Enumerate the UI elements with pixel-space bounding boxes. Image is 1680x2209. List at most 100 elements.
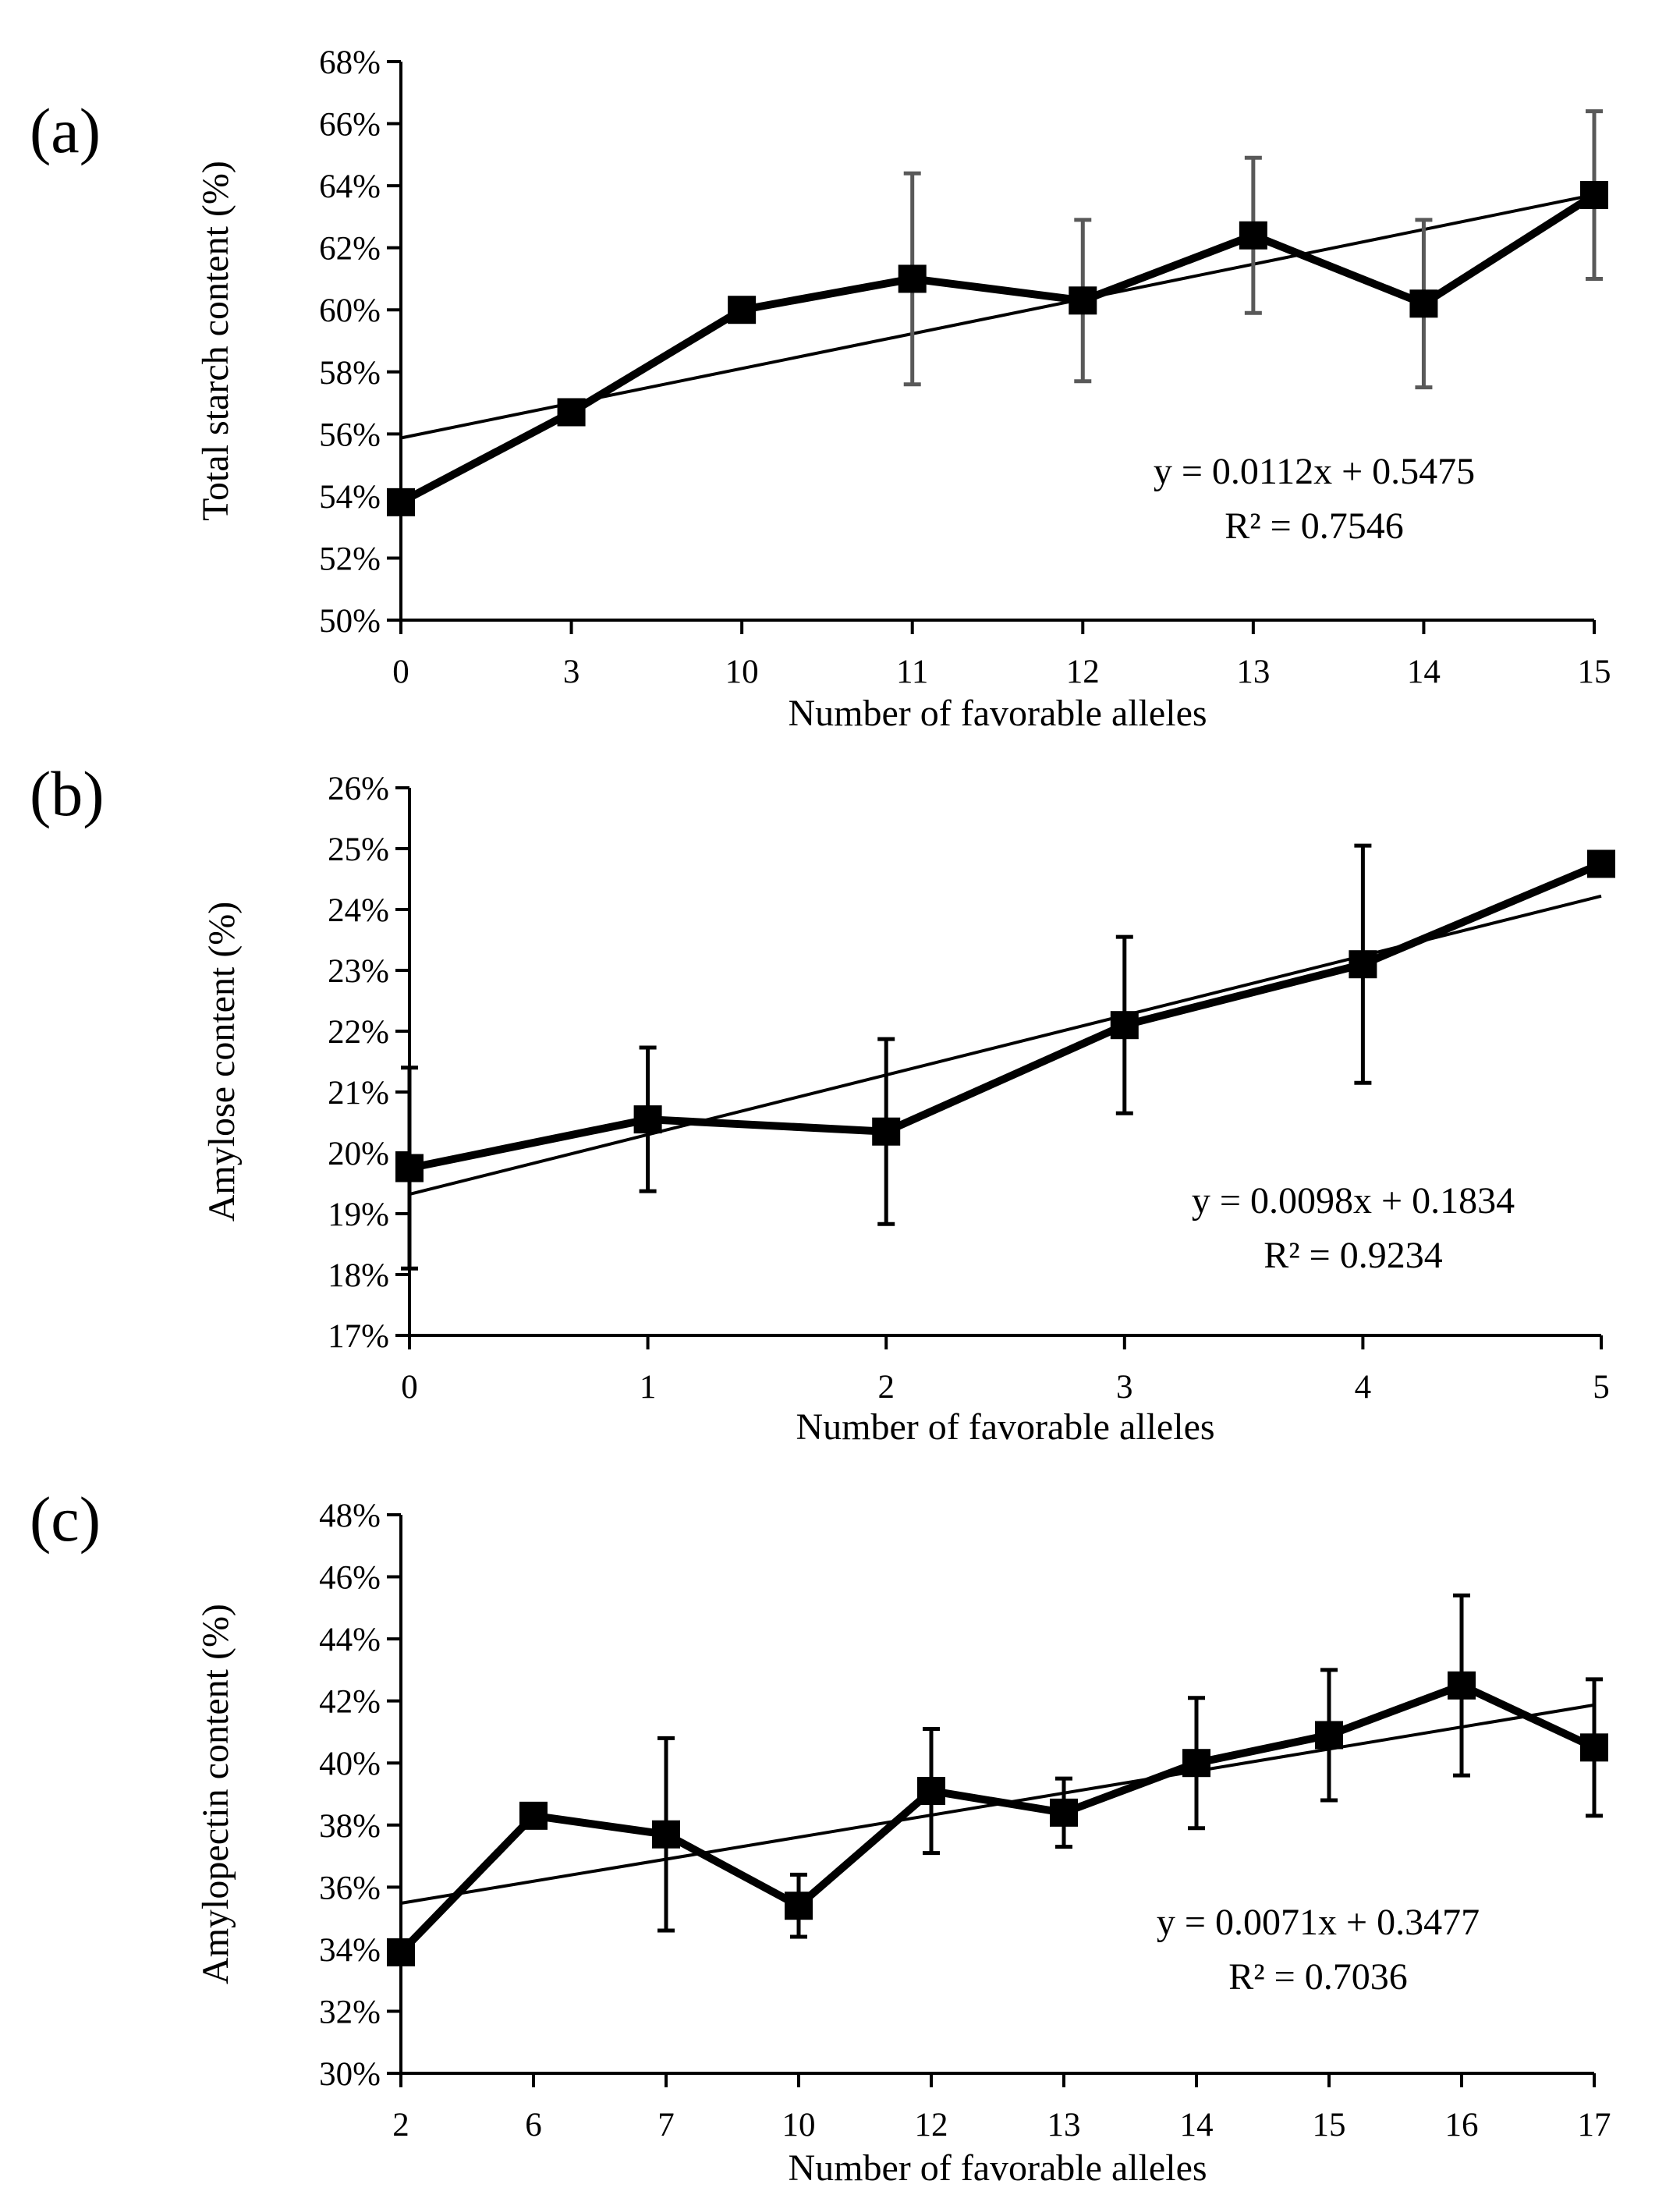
data-point-marker <box>728 296 757 324</box>
y-tick-label: 20% <box>328 1136 389 1172</box>
data-point-marker <box>557 398 586 427</box>
data-point-marker <box>1409 289 1438 318</box>
y-tick-label: 64% <box>319 168 381 205</box>
x-tick-label: 10 <box>782 2107 816 2143</box>
y-tick-label: 58% <box>319 355 381 392</box>
y-tick-label: 66% <box>319 107 381 144</box>
y-tick-label: 56% <box>319 417 381 453</box>
x-tick-label: 1 <box>640 1369 657 1406</box>
data-point-marker <box>1349 950 1377 979</box>
data-point-marker <box>1050 1798 1078 1827</box>
y-tick-label: 19% <box>328 1197 389 1233</box>
y-tick-label: 26% <box>328 771 389 807</box>
y-tick-label: 60% <box>319 293 381 329</box>
y-tick-label: 48% <box>319 1498 381 1534</box>
x-tick-label: 14 <box>1407 654 1441 690</box>
y-tick-label: 24% <box>328 892 389 929</box>
data-point-marker <box>785 1892 813 1920</box>
x-tick-label: 15 <box>1578 654 1611 690</box>
chart-panel-a: (a) 50% 52% 54% 56% 58% 60% 62% 64% 66% 68% 0 3 10 11 1… <box>30 44 1611 734</box>
x-tick-label: 0 <box>392 654 409 690</box>
chart-panel-b: (b) 17% 18% 19% 20% 21% 22% 23% 24% 25% 26% 0 1 2 3 4 5 A… <box>30 758 1615 1448</box>
data-point-marker <box>1239 221 1267 250</box>
data-point-marker <box>898 264 927 293</box>
x-tick-label: 3 <box>563 654 580 690</box>
x-tick-label: 12 <box>1066 654 1100 690</box>
y-tick-label: 42% <box>319 1684 381 1721</box>
data-point-marker <box>633 1105 662 1134</box>
x-tick-label: 7 <box>657 2107 675 2143</box>
y-tick-label: 40% <box>319 1746 381 1782</box>
data-point-marker <box>1580 1733 1608 1762</box>
r-squared: R² = 0.7546 <box>1225 505 1403 547</box>
y-tick-label: 62% <box>319 231 381 268</box>
x-tick-label: 6 <box>525 2107 542 2143</box>
series-line <box>399 191 1597 506</box>
trendline-equation: y = 0.0071x + 0.3477 <box>1157 1902 1480 1943</box>
trendline-equation: y = 0.0112x + 0.5475 <box>1154 451 1475 492</box>
x-tick-label: 10 <box>725 654 759 690</box>
chart-panel-c: (c) 30% 32% 34% 36% 38% 40% 42% 44% 46% 48% 2 6 7 10 12… <box>30 1484 1611 2189</box>
data-point-marker <box>652 1820 680 1849</box>
x-axis-title: Number of favorable alleles <box>796 1406 1214 1448</box>
y-axis-title: Amylose content (%) <box>201 902 243 1222</box>
y-tick-label: 46% <box>319 1560 381 1597</box>
data-point-marker <box>395 1154 424 1183</box>
data-point-marker <box>1110 1011 1139 1040</box>
data-point-marker <box>872 1117 901 1146</box>
panel-label: (b) <box>30 758 105 829</box>
data-point-marker <box>519 1801 548 1830</box>
data-point-marker <box>1580 181 1608 210</box>
x-tick-label: 4 <box>1355 1369 1372 1406</box>
data-point-marker <box>1448 1671 1476 1700</box>
x-tick-label: 3 <box>1116 1369 1133 1406</box>
y-axis-title: Amylopectin content (%) <box>195 1604 236 1984</box>
y-tick-label: 23% <box>328 953 389 990</box>
x-tick-label: 13 <box>1047 2107 1081 2143</box>
trendline-equation: y = 0.0098x + 0.1834 <box>1192 1180 1515 1222</box>
data-point-marker <box>1587 849 1615 878</box>
y-tick-label: 68% <box>319 44 381 81</box>
y-tick-label: 34% <box>319 1932 381 1969</box>
data-point-marker <box>1182 1749 1210 1778</box>
y-tick-label: 36% <box>319 1870 381 1906</box>
y-tick-label: 30% <box>319 2056 381 2093</box>
y-tick-label: 17% <box>328 1318 389 1355</box>
y-tick-label: 44% <box>319 1622 381 1658</box>
data-point-marker <box>387 488 415 516</box>
x-tick-label: 0 <box>401 1369 418 1406</box>
r-squared: R² = 0.9234 <box>1264 1235 1442 1276</box>
y-tick-label: 38% <box>319 1808 381 1845</box>
x-tick-label: 14 <box>1180 2107 1214 2143</box>
x-tick-label: 13 <box>1236 654 1270 690</box>
panel-label: (a) <box>30 95 101 166</box>
data-point-marker <box>1069 286 1097 315</box>
series-line <box>408 860 1603 1172</box>
series-line <box>398 1681 1597 1955</box>
x-tick-label: 12 <box>915 2107 948 2143</box>
r-squared: R² = 0.7036 <box>1228 1956 1407 1998</box>
x-tick-label: 15 <box>1313 2107 1346 2143</box>
y-tick-label: 32% <box>319 1994 381 2030</box>
y-tick-label: 18% <box>328 1257 389 1294</box>
x-tick-label: 17 <box>1578 2107 1611 2143</box>
y-tick-label: 25% <box>328 831 389 868</box>
data-point-marker <box>1315 1721 1343 1750</box>
x-tick-label: 11 <box>896 654 928 690</box>
y-tick-label: 22% <box>328 1014 389 1051</box>
y-tick-label: 21% <box>328 1075 389 1112</box>
panel-label: (c) <box>30 1484 101 1555</box>
data-point-marker <box>917 1777 945 1806</box>
y-tick-label: 54% <box>319 479 381 516</box>
y-tick-label: 50% <box>319 603 381 640</box>
x-tick-label: 2 <box>877 1369 895 1406</box>
x-tick-label: 5 <box>1593 1369 1610 1406</box>
x-axis-title: Number of favorable alleles <box>788 693 1207 734</box>
y-tick-label: 52% <box>319 541 381 577</box>
x-tick-label: 2 <box>392 2107 409 2143</box>
x-axis-title: Number of favorable alleles <box>788 2147 1207 2189</box>
data-point-marker <box>387 1938 415 1966</box>
y-axis-title: Total starch content (%) <box>195 161 236 521</box>
x-tick-label: 16 <box>1445 2107 1479 2143</box>
